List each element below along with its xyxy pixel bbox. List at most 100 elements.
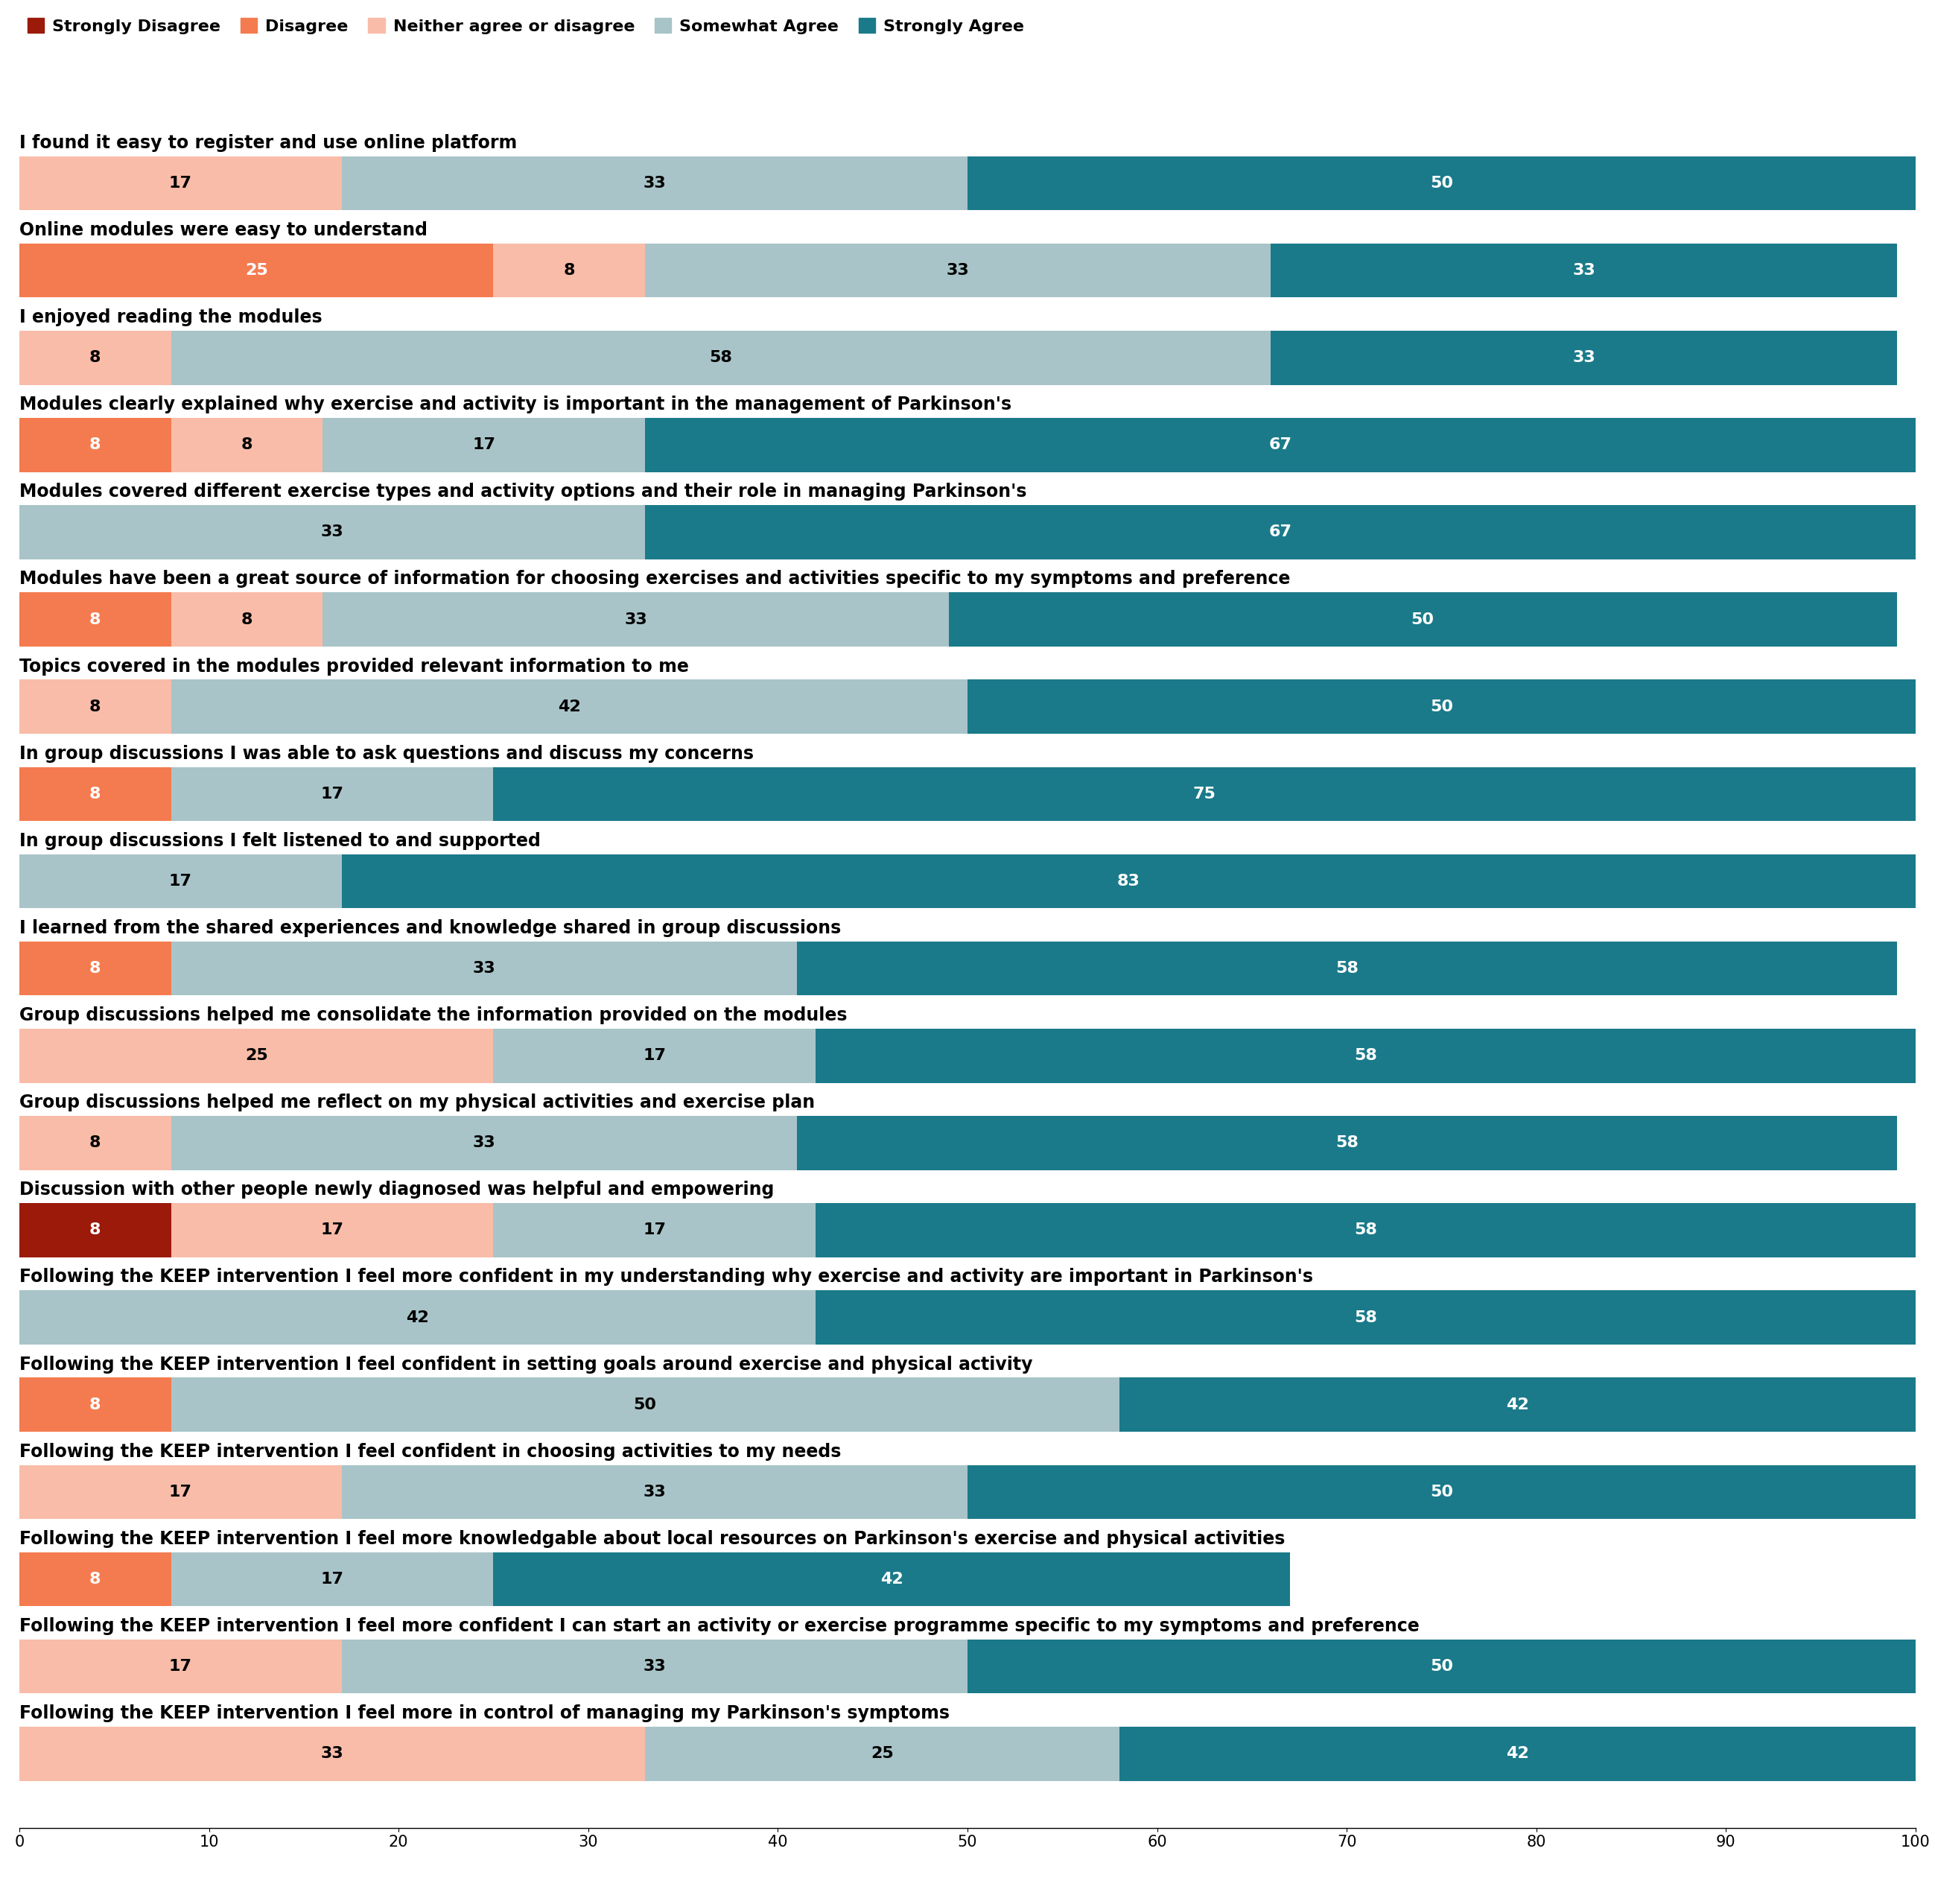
Text: Online modules were easy to understand: Online modules were easy to understand [19,221,428,240]
Text: I learned from the shared experiences and knowledge shared in group discussions: I learned from the shared experiences an… [19,920,842,937]
Text: 17: 17 [321,786,344,802]
Bar [19,331,170,385]
Text: 8: 8 [89,786,101,802]
Bar [170,592,323,647]
Text: 33: 33 [625,611,646,626]
Bar [1271,244,1896,297]
Text: Group discussions helped me consolidate the information provided on the modules: Group discussions helped me consolidate … [19,1007,848,1024]
Bar [19,941,170,996]
Text: 8: 8 [89,962,101,977]
Bar [170,1116,797,1169]
Text: 58: 58 [1354,1222,1378,1238]
Bar [170,1203,493,1257]
Bar [493,767,1916,821]
Text: 67: 67 [1269,526,1293,539]
Bar [644,505,1916,560]
Bar [968,156,1916,209]
Bar [19,1203,170,1257]
Bar [19,505,644,560]
Bar [493,1203,817,1257]
Text: 8: 8 [89,1571,101,1586]
Bar [968,680,1916,733]
Text: 58: 58 [1354,1310,1378,1325]
Text: 33: 33 [321,526,344,539]
Text: 50: 50 [633,1398,656,1413]
Text: 17: 17 [472,438,495,453]
Bar [342,855,1916,908]
Bar [170,419,323,472]
Bar [342,1639,968,1693]
Text: 50: 50 [1430,175,1453,190]
Text: 42: 42 [406,1310,430,1325]
Bar [948,592,1896,647]
Bar [19,156,342,209]
Text: 25: 25 [246,1049,267,1062]
Bar [817,1028,1916,1083]
Text: I enjoyed reading the modules: I enjoyed reading the modules [19,308,323,326]
Text: 25: 25 [246,263,267,278]
Text: In group discussions I felt listened to and supported: In group discussions I felt listened to … [19,832,540,849]
Bar [342,156,968,209]
Bar [323,592,948,647]
Bar [19,244,493,297]
Bar [797,941,1896,996]
Bar [170,680,968,733]
Text: 33: 33 [321,1746,344,1761]
Text: Following the KEEP intervention I feel more knowledgable about local resources o: Following the KEEP intervention I feel m… [19,1531,1285,1548]
Text: 50: 50 [1430,699,1453,714]
Bar [1118,1378,1916,1432]
Bar [817,1203,1916,1257]
Text: 50: 50 [1430,1658,1453,1674]
Text: 33: 33 [642,1485,666,1498]
Text: 17: 17 [642,1049,666,1062]
Bar [19,1552,170,1607]
Text: Following the KEEP intervention I feel more confident in my understanding why ex: Following the KEEP intervention I feel m… [19,1268,1314,1285]
Text: 8: 8 [242,611,253,626]
Text: 8: 8 [89,611,101,626]
Bar [797,1116,1896,1169]
Text: 33: 33 [642,175,666,190]
Legend: Strongly Disagree, Disagree, Neither agree or disagree, Somewhat Agree, Strongly: Strongly Disagree, Disagree, Neither agr… [27,19,1024,34]
Text: 33: 33 [946,263,969,278]
Text: I found it easy to register and use online platform: I found it easy to register and use onli… [19,133,517,152]
Text: 33: 33 [472,962,495,977]
Text: 58: 58 [710,350,733,366]
Bar [644,419,1916,472]
Bar [493,1028,817,1083]
Bar [170,1378,1118,1432]
Bar [817,1291,1916,1344]
Text: Following the KEEP intervention I feel more confident I can start an activity or: Following the KEEP intervention I feel m… [19,1616,1420,1636]
Bar [19,592,170,647]
Bar [170,767,493,821]
Bar [644,244,1271,297]
Bar [19,855,342,908]
Bar [19,1116,170,1169]
Text: 17: 17 [321,1571,344,1586]
Bar [19,1291,817,1344]
Text: 17: 17 [168,1658,192,1674]
Text: 8: 8 [89,350,101,366]
Text: Topics covered in the modules provided relevant information to me: Topics covered in the modules provided r… [19,657,689,676]
Text: 25: 25 [871,1746,894,1761]
Bar [19,1727,644,1780]
Text: 42: 42 [1505,1398,1529,1413]
Text: 50: 50 [1411,611,1434,626]
Text: 42: 42 [557,699,580,714]
Text: Following the KEEP intervention I feel more in control of managing my Parkinson': Following the KEEP intervention I feel m… [19,1704,950,1723]
Bar [19,1464,342,1519]
Text: 17: 17 [321,1222,344,1238]
Bar [644,1727,1118,1780]
Text: 8: 8 [242,438,253,453]
Text: Modules have been a great source of information for choosing exercises and activ: Modules have been a great source of info… [19,569,1291,588]
Text: 8: 8 [89,438,101,453]
Bar [1118,1727,1916,1780]
Text: 42: 42 [1505,1746,1529,1761]
Text: 58: 58 [1335,962,1358,977]
Text: 8: 8 [89,699,101,714]
Bar [323,419,644,472]
Text: 8: 8 [89,1222,101,1238]
Text: 42: 42 [880,1571,904,1586]
Text: 33: 33 [1573,263,1594,278]
Text: 8: 8 [89,1398,101,1413]
Bar [342,1464,968,1519]
